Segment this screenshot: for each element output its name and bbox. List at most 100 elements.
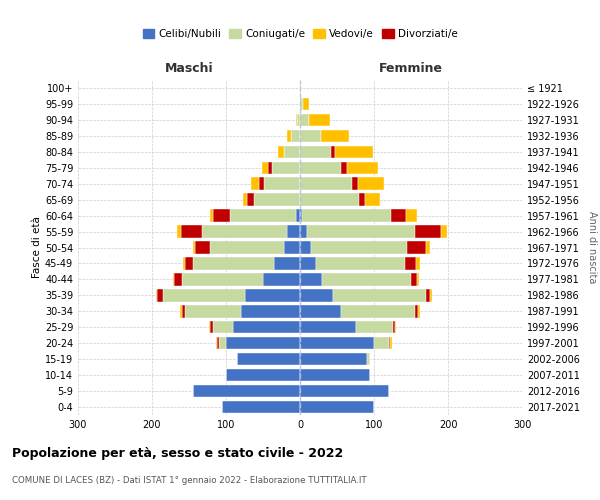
Bar <box>300 82 301 94</box>
Bar <box>218 337 226 349</box>
Bar <box>406 210 417 222</box>
Bar <box>300 401 374 413</box>
Bar <box>212 321 233 334</box>
Bar <box>341 305 415 318</box>
Bar <box>440 226 446 238</box>
Bar <box>322 273 411 285</box>
Bar <box>430 289 432 302</box>
Bar <box>415 305 418 318</box>
Bar <box>374 337 389 349</box>
Bar <box>222 401 300 413</box>
Bar <box>426 289 430 302</box>
Bar <box>193 257 274 270</box>
Bar <box>157 289 163 302</box>
Bar <box>287 226 300 238</box>
Bar <box>335 146 373 158</box>
Bar <box>241 305 300 318</box>
Bar <box>185 257 193 270</box>
Bar <box>352 178 358 190</box>
Bar <box>300 305 341 318</box>
Bar <box>341 162 347 174</box>
Bar <box>395 321 396 334</box>
Bar <box>300 114 309 126</box>
Y-axis label: Fasce di età: Fasce di età <box>32 216 42 278</box>
Bar <box>296 114 297 126</box>
Bar <box>309 114 329 126</box>
Bar <box>300 194 359 206</box>
Bar <box>274 257 300 270</box>
Bar <box>367 353 370 366</box>
Text: COMUNE DI LACES (BZ) - Dati ISTAT 1° gennaio 2022 - Elaborazione TUTTITALIA.IT: COMUNE DI LACES (BZ) - Dati ISTAT 1° gen… <box>12 476 367 485</box>
Bar <box>392 321 395 334</box>
Bar <box>300 226 307 238</box>
Bar <box>300 162 341 174</box>
Bar <box>359 194 365 206</box>
Bar <box>230 210 296 222</box>
Bar <box>214 210 230 222</box>
Bar <box>300 146 331 158</box>
Bar <box>173 273 174 285</box>
Bar <box>300 385 389 398</box>
Bar <box>193 385 300 398</box>
Bar <box>193 242 195 254</box>
Bar <box>182 273 263 285</box>
Bar <box>300 337 374 349</box>
Bar <box>331 146 335 158</box>
Bar <box>180 305 182 318</box>
Bar <box>185 305 241 318</box>
Bar <box>391 210 406 222</box>
Bar <box>237 353 300 366</box>
Bar <box>303 98 309 110</box>
Bar <box>365 194 380 206</box>
Bar <box>254 194 300 206</box>
Bar <box>182 305 185 318</box>
Bar <box>291 130 300 142</box>
Bar <box>300 98 303 110</box>
Bar <box>245 289 300 302</box>
Bar <box>177 226 181 238</box>
Bar <box>209 321 211 334</box>
Bar <box>226 369 300 382</box>
Bar <box>302 210 391 222</box>
Bar <box>307 226 415 238</box>
Bar <box>300 257 316 270</box>
Bar <box>405 257 416 270</box>
Bar <box>300 178 352 190</box>
Bar <box>316 257 405 270</box>
Bar <box>210 242 284 254</box>
Bar <box>233 321 300 334</box>
Bar <box>300 353 367 366</box>
Bar <box>217 337 218 349</box>
Bar <box>226 337 300 349</box>
Bar <box>417 273 419 285</box>
Bar <box>163 289 245 302</box>
Bar <box>355 321 392 334</box>
Bar <box>300 210 302 222</box>
Bar <box>202 226 287 238</box>
Bar <box>426 242 430 254</box>
Bar <box>334 289 426 302</box>
Bar <box>300 273 322 285</box>
Bar <box>311 242 407 254</box>
Bar <box>278 146 284 158</box>
Bar <box>407 242 426 254</box>
Bar <box>284 242 300 254</box>
Bar <box>210 210 214 222</box>
Bar <box>262 162 268 174</box>
Bar <box>389 337 390 349</box>
Bar <box>181 226 202 238</box>
Bar <box>174 273 182 285</box>
Text: Femmine: Femmine <box>379 62 443 75</box>
Bar <box>247 194 254 206</box>
Bar <box>284 146 300 158</box>
Bar <box>390 337 392 349</box>
Bar <box>287 130 291 142</box>
Bar <box>347 162 378 174</box>
Bar <box>300 369 370 382</box>
Bar <box>418 305 420 318</box>
Bar <box>195 242 210 254</box>
Bar <box>156 289 157 302</box>
Bar <box>358 178 383 190</box>
Text: Popolazione per età, sesso e stato civile - 2022: Popolazione per età, sesso e stato civil… <box>12 448 343 460</box>
Bar <box>300 130 321 142</box>
